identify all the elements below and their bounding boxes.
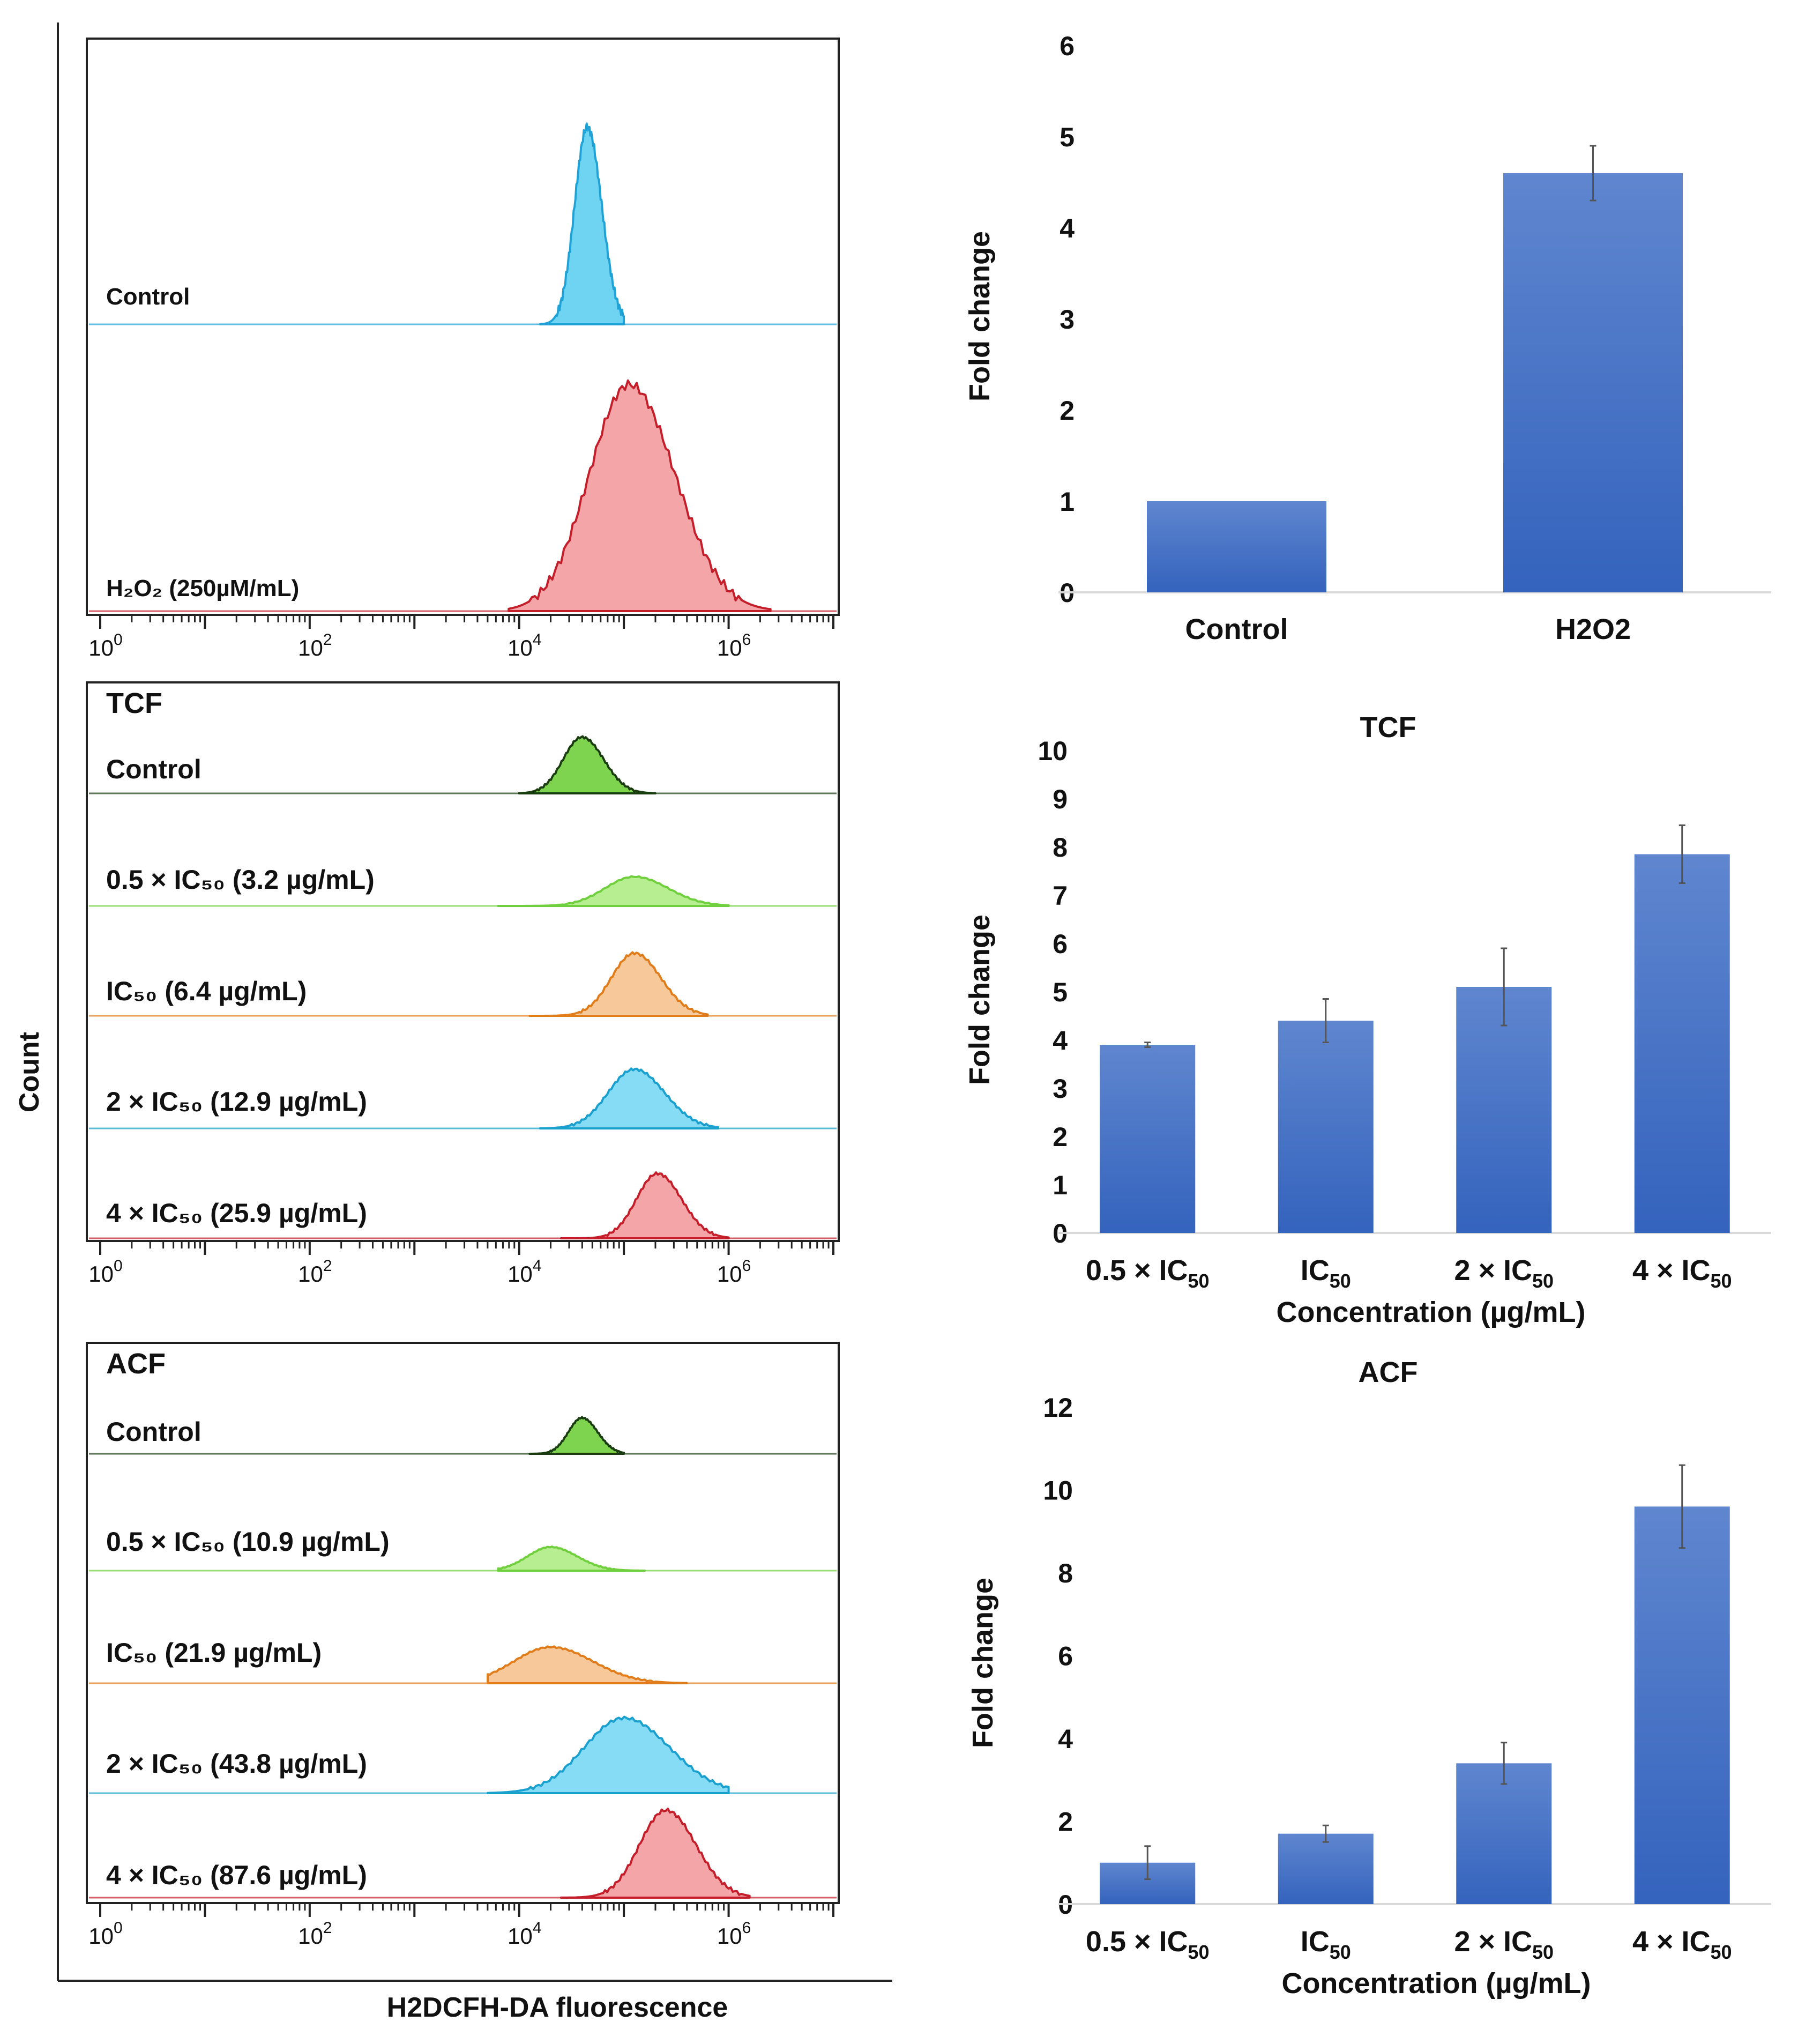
bar-chart-xlabel: Concentration (µg/mL) — [1276, 1296, 1585, 1328]
panel-label-acf: ACF — [106, 1348, 166, 1380]
histogram-curve — [497, 1545, 646, 1572]
histogram-series-label: Control — [106, 754, 202, 784]
x-category-label: 0.5 × IC50 — [1086, 1254, 1210, 1292]
histogram-curve — [528, 1416, 625, 1455]
histogram-panel-h2o2: Control H₂O₂ (250µM/mL) 100 102 104 106 — [86, 38, 840, 660]
y-tick-label: 3 — [1060, 304, 1075, 335]
bar-chart-ylabel: Fold change — [964, 231, 996, 402]
histogram-frame — [86, 1342, 840, 1904]
histogram-curve — [559, 1808, 751, 1899]
histogram-curve — [518, 735, 656, 794]
histogram-series-label: 4 × IC₅₀ (25.9 µg/mL) — [106, 1198, 367, 1228]
x-category-label: 0.5 × IC50 — [1086, 1926, 1210, 1963]
histogram-curve — [559, 1171, 730, 1239]
histogram-series-label: 2 × IC₅₀ (12.9 µg/mL) — [106, 1087, 367, 1117]
bar-chart-acf: ACF Fold change Concentration (µg/mL) 02… — [967, 1356, 1771, 2000]
y-tick-label: 4 — [1060, 213, 1075, 243]
x-category-label: 4 × IC50 — [1632, 1254, 1732, 1292]
y-tick-label: 10 — [1043, 1476, 1073, 1506]
x-tick-label: 100 — [88, 1257, 122, 1287]
x-category-label: IC50 — [1301, 1254, 1351, 1292]
histogram-frame — [86, 38, 840, 616]
fluorescence-axis-label: H2DCFH-DA fluorescence — [387, 1992, 728, 2023]
bar-chart-ylabel: Fold change — [967, 1578, 999, 1748]
histogram-panel-acf: ACF Control 0.5 × IC₅₀ (10.9 µg/mL) IC₅₀ (… — [86, 1342, 840, 1949]
y-tick-label: 6 — [1053, 929, 1068, 959]
y-tick-label: 2 — [1058, 1807, 1073, 1837]
x-category-label: IC50 — [1301, 1926, 1351, 1963]
y-tick-label: 5 — [1060, 122, 1075, 152]
x-category-label: 2 × IC50 — [1454, 1254, 1554, 1292]
bar-chart-xlabel: Concentration (µg/mL) — [1281, 1967, 1591, 2000]
bar — [1147, 501, 1326, 592]
x-tick-label: 104 — [508, 1919, 541, 1949]
bar — [1278, 1833, 1374, 1904]
histogram-series-label: Control — [106, 1417, 202, 1447]
histogram-series-label: IC₅₀ (21.9 µg/mL) — [106, 1638, 322, 1668]
histogram-series-label: 0.5 × IC₅₀ (10.9 µg/mL) — [106, 1527, 390, 1557]
y-tick-label: 9 — [1053, 784, 1068, 814]
y-tick-label: 10 — [1038, 736, 1068, 766]
x-tick-label: 102 — [298, 1919, 332, 1949]
x-tick-label: 106 — [717, 1919, 751, 1949]
y-tick-label: 2 — [1053, 1122, 1068, 1152]
y-tick-label: 6 — [1058, 1641, 1073, 1671]
histogram-series-label: 4 × IC₅₀ (87.6 µg/mL) — [106, 1860, 367, 1890]
histogram-series-label: Control — [106, 284, 190, 310]
bar — [1456, 987, 1552, 1233]
x-tick-label: 106 — [717, 631, 751, 660]
histogram-series-label: 2 × IC₅₀ (43.8 µg/mL) — [106, 1749, 367, 1779]
x-tick-label: 100 — [88, 1919, 122, 1949]
y-tick-label: 1 — [1060, 487, 1075, 517]
x-tick-label: 100 — [88, 631, 122, 660]
y-tick-label: 8 — [1053, 833, 1068, 863]
histogram-curve — [487, 1645, 688, 1684]
histogram-series-label: IC₅₀ (6.4 µg/mL) — [106, 976, 307, 1006]
bar-chart-ylabel: Fold change — [964, 915, 996, 1085]
bar-chart-title: ACF — [1359, 1356, 1418, 1388]
bar-chart-title: TCF — [1360, 711, 1416, 744]
x-tick-label: 106 — [717, 1257, 751, 1287]
bar — [1634, 1506, 1730, 1904]
y-tick-label: 4 — [1058, 1724, 1073, 1754]
histogram-curve — [508, 379, 772, 612]
y-tick-label: 8 — [1058, 1558, 1073, 1588]
x-category-label: 2 × IC50 — [1454, 1926, 1554, 1963]
x-category-label: 4 × IC50 — [1632, 1926, 1732, 1963]
histogram-frame — [86, 681, 840, 1242]
x-tick-label: 102 — [298, 1257, 332, 1287]
histogram-series-label: 0.5 × IC₅₀ (3.2 µg/mL) — [106, 865, 375, 895]
bar-chart-tcf: TCF Fold change Concentration (µg/mL) 01… — [964, 711, 1771, 1328]
bar — [1634, 854, 1730, 1233]
y-tick-label: 6 — [1060, 31, 1075, 61]
x-tick-label: 104 — [508, 631, 541, 660]
bar — [1278, 1021, 1374, 1233]
count-axis-label: Count — [14, 1032, 45, 1112]
y-tick-label: 3 — [1053, 1074, 1068, 1104]
histogram-curve — [539, 122, 625, 325]
x-tick-label: 104 — [508, 1257, 541, 1287]
bar — [1503, 173, 1683, 592]
bar — [1456, 1763, 1552, 1904]
x-category-label: Control — [1185, 613, 1288, 645]
y-tick-label: 5 — [1053, 977, 1068, 1007]
y-tick-label: 2 — [1060, 396, 1075, 426]
panel-label-tcf: TCF — [106, 687, 162, 719]
x-category-label: H2O2 — [1555, 613, 1631, 645]
x-tick-label: 102 — [298, 631, 332, 660]
bar — [1100, 1045, 1196, 1233]
y-tick-label: 12 — [1043, 1393, 1073, 1423]
histogram-curve — [528, 951, 709, 1017]
histogram-curve — [487, 1715, 730, 1794]
histogram-panel-tcf: TCF Control 0.5 × IC₅₀ (3.2 µg/mL) IC₅₀ (6… — [86, 681, 840, 1287]
histogram-curve — [497, 875, 730, 907]
histogram-curve — [539, 1067, 720, 1129]
y-tick-label: 1 — [1053, 1170, 1068, 1200]
histogram-series-label: H₂O₂ (250µM/mL) — [106, 575, 299, 601]
y-tick-label: 4 — [1053, 1025, 1068, 1056]
y-tick-label: 7 — [1053, 881, 1068, 911]
